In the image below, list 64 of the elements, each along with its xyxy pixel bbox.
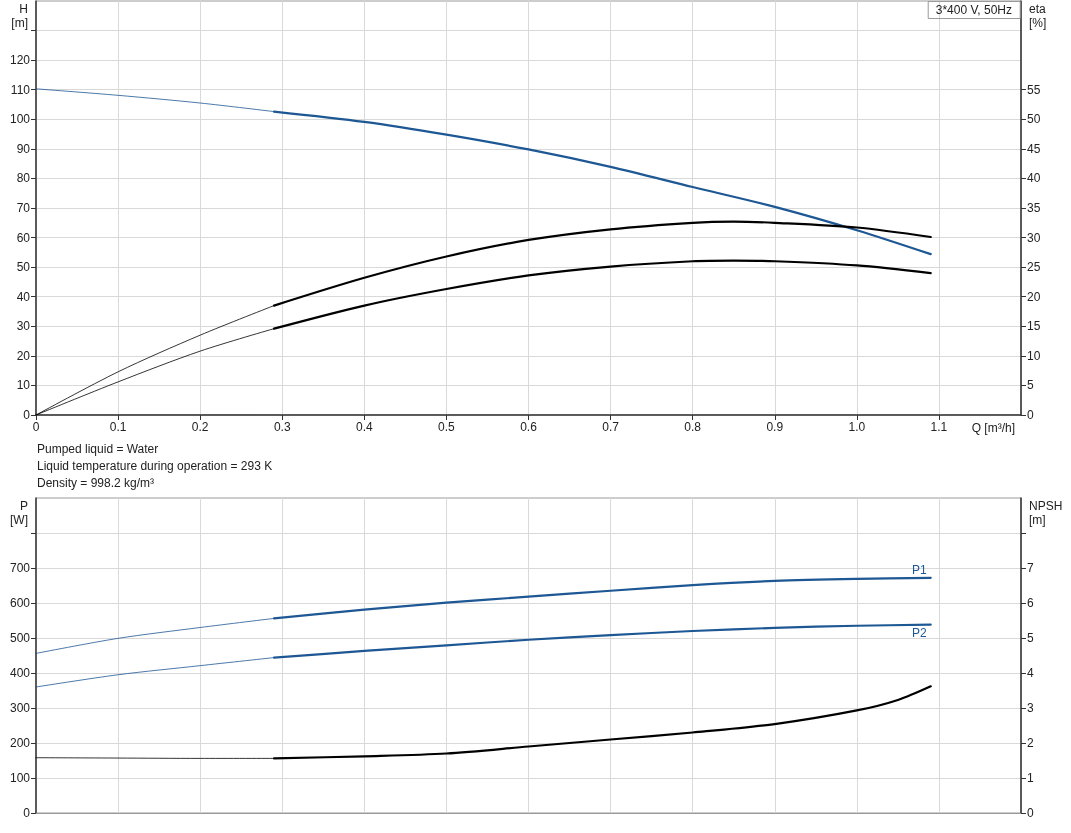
x-tick-label: 0.7 [602, 420, 620, 434]
x-tick-label: 0.4 [355, 420, 373, 434]
y2-tick-label: 0 [1027, 408, 1034, 422]
y-tick-label: 400 [9, 666, 31, 680]
x-tick-label: 0.5 [438, 420, 456, 434]
y-tick-label: 70 [16, 201, 31, 215]
y2-tick-label: 30 [1027, 230, 1041, 245]
y-tick-label: 100 [9, 112, 31, 127]
y-tick-label: 40 [16, 289, 31, 304]
y-tick-label: 700 [9, 561, 31, 575]
y-tick-label: 0 [23, 806, 31, 820]
x-tick-label: 0.6 [520, 420, 538, 434]
y2-tick-label: 10 [1027, 348, 1041, 363]
chart-title: 3*400 V, 50Hz [935, 3, 1013, 17]
y-axis-title: P [W] [10, 499, 28, 527]
y2-tick-label: 5 [1027, 378, 1034, 393]
x-tick-label: 0 [32, 420, 40, 434]
y2-axis-title: eta [%] [1029, 2, 1047, 30]
text: Density = 998.2 kg/m³ [37, 476, 155, 490]
y-tick-label: 50 [16, 260, 31, 275]
y-tick-label: 90 [16, 141, 31, 156]
y-tick-label: 200 [9, 736, 31, 750]
y2-tick-label: 55 [1027, 82, 1041, 97]
y-tick-label: 600 [9, 596, 31, 610]
y2-tick-label: 4 [1027, 666, 1034, 680]
text: Liquid temperature during operation = 293 K [37, 459, 273, 473]
y2-tick-label: 25 [1027, 260, 1041, 275]
y-tick-label: 20 [16, 348, 31, 363]
y2-tick-label: 3 [1027, 701, 1034, 715]
y-tick-label: 300 [9, 701, 31, 715]
y2-tick-label: 50 [1027, 112, 1041, 127]
y-tick-label: 60 [16, 230, 31, 245]
y-tick-label: 110 [10, 82, 31, 97]
x-tick-label: 1.0 [848, 420, 866, 434]
x-tick-label: 0.2 [191, 420, 209, 434]
x-tick-label: 1.1 [930, 420, 948, 434]
y2-tick-label: 20 [1027, 289, 1041, 304]
y2-tick-label: 15 [1027, 319, 1041, 334]
y-tick-label: 120 [9, 53, 31, 68]
y2-tick-label: 7 [1027, 561, 1034, 575]
y-tick-label: 100 [9, 771, 31, 785]
y2-tick-label: 0 [1027, 806, 1034, 820]
x-tick-label: 0.3 [273, 420, 291, 434]
x-tick-label: 0.8 [684, 420, 702, 434]
y-axis-title: H [m] [11, 2, 28, 30]
x-tick-label: 0.9 [766, 420, 784, 434]
x-axis-title: Q [m³/h] [971, 421, 1015, 435]
y2-tick-label: 1 [1027, 771, 1034, 785]
y2-tick-label: 2 [1027, 736, 1034, 750]
y-tick-label: 0 [23, 408, 31, 422]
y2-tick-label: 5 [1027, 631, 1034, 645]
y2-tick-label: 45 [1027, 141, 1041, 156]
text: Pumped liquid = Water [37, 442, 159, 456]
y-tick-label: 500 [9, 631, 31, 645]
x-tick-label: 0.1 [109, 420, 127, 434]
y2-axis-title: NPSH [m] [1029, 499, 1063, 527]
series-label: P1 [912, 562, 928, 577]
y2-tick-label: 40 [1027, 171, 1041, 186]
y-tick-label: 10 [16, 378, 31, 393]
y-tick-label: 30 [16, 319, 31, 334]
y-tick-label: 80 [16, 171, 31, 186]
y2-tick-label: 35 [1027, 201, 1041, 215]
y2-tick-label: 6 [1027, 596, 1034, 610]
series-label: P2 [912, 625, 928, 640]
